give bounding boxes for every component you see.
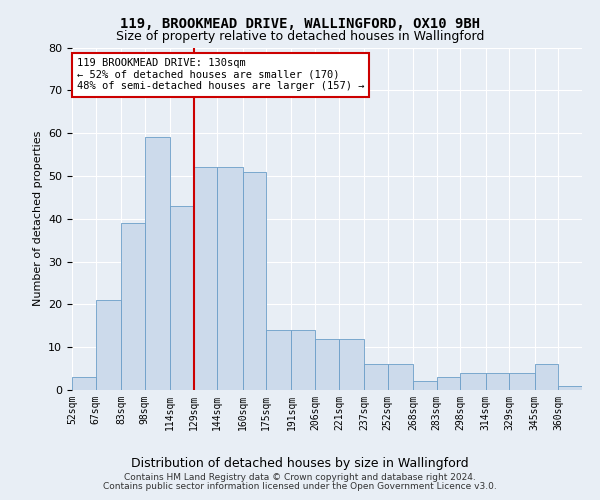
Bar <box>194 168 217 390</box>
Bar <box>145 138 170 390</box>
Bar <box>242 172 266 390</box>
Bar <box>339 338 364 390</box>
Bar <box>217 168 242 390</box>
Text: Contains public sector information licensed under the Open Government Licence v3: Contains public sector information licen… <box>103 482 497 491</box>
Bar <box>315 338 339 390</box>
Text: 119, BROOKMEAD DRIVE, WALLINGFORD, OX10 9BH: 119, BROOKMEAD DRIVE, WALLINGFORD, OX10 … <box>120 18 480 32</box>
Bar <box>535 364 559 390</box>
Bar <box>460 373 485 390</box>
Y-axis label: Number of detached properties: Number of detached properties <box>32 131 43 306</box>
Bar <box>559 386 582 390</box>
Text: Size of property relative to detached houses in Wallingford: Size of property relative to detached ho… <box>116 30 484 43</box>
Text: Contains HM Land Registry data © Crown copyright and database right 2024.: Contains HM Land Registry data © Crown c… <box>124 473 476 482</box>
Text: 119 BROOKMEAD DRIVE: 130sqm
← 52% of detached houses are smaller (170)
48% of se: 119 BROOKMEAD DRIVE: 130sqm ← 52% of det… <box>77 58 364 92</box>
Bar <box>170 206 194 390</box>
Bar <box>509 373 535 390</box>
Bar <box>95 300 121 390</box>
Bar <box>266 330 292 390</box>
Bar <box>388 364 413 390</box>
Bar <box>364 364 388 390</box>
Text: Distribution of detached houses by size in Wallingford: Distribution of detached houses by size … <box>131 458 469 470</box>
Bar <box>72 377 95 390</box>
Bar <box>413 382 437 390</box>
Bar <box>437 377 460 390</box>
Bar <box>485 373 509 390</box>
Bar <box>292 330 315 390</box>
Bar <box>121 223 145 390</box>
